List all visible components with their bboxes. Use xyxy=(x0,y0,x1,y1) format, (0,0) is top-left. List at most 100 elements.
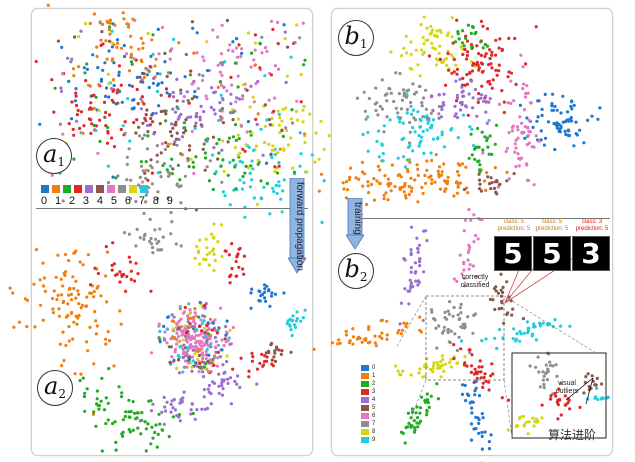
scatter-point xyxy=(150,182,154,186)
scatter-point xyxy=(114,440,118,444)
scatter-point xyxy=(541,370,545,374)
scatter-point xyxy=(147,85,151,90)
scatter-point xyxy=(188,316,192,320)
scatter-point xyxy=(181,352,186,356)
scatter-point xyxy=(437,93,441,97)
scatter-point xyxy=(183,305,187,310)
scatter-point xyxy=(125,22,129,26)
scatter-point xyxy=(199,366,203,370)
scatter-point xyxy=(549,363,553,368)
scatter-point xyxy=(469,31,473,35)
scatter-point xyxy=(67,79,71,83)
scatter-point xyxy=(531,125,535,129)
scatter-point xyxy=(299,100,303,104)
scatter-point xyxy=(212,90,216,95)
scatter-point xyxy=(461,52,465,57)
scatter-point xyxy=(285,322,289,326)
scatter-point xyxy=(427,175,431,179)
scatter-point xyxy=(278,147,282,151)
scatter-point xyxy=(473,389,477,393)
scatter-point xyxy=(150,246,155,250)
scatter-point xyxy=(12,325,16,329)
scatter-point xyxy=(554,394,558,398)
scatter-point xyxy=(228,342,232,346)
scatter-point xyxy=(185,365,189,369)
scatter-point xyxy=(234,138,238,142)
scatter-point xyxy=(202,110,206,114)
scatter-point xyxy=(474,233,478,238)
scatter-point xyxy=(415,236,419,240)
scatter-point xyxy=(202,365,206,369)
scatter-point xyxy=(344,333,349,337)
scatter-point xyxy=(425,168,429,172)
scatter-point xyxy=(409,176,413,180)
scatter-point xyxy=(443,316,447,320)
scatter-point xyxy=(125,52,129,56)
scatter-point xyxy=(64,343,68,347)
scatter-point xyxy=(536,99,540,103)
scatter-point xyxy=(487,182,492,186)
scatter-point xyxy=(179,184,183,188)
scatter-point xyxy=(241,83,246,87)
scatter-point xyxy=(97,83,101,87)
scatter-point xyxy=(107,49,111,53)
scatter-point xyxy=(50,173,54,177)
scatter-point xyxy=(142,237,146,241)
scatter-point xyxy=(172,336,177,340)
scatter-point xyxy=(302,63,306,67)
scatter-point xyxy=(574,120,578,124)
scatter-point xyxy=(407,302,411,306)
scatter-point xyxy=(219,164,223,168)
scatter-point xyxy=(187,302,191,306)
scatter-point xyxy=(137,134,142,138)
scatter-point xyxy=(217,137,221,142)
scatter-point xyxy=(67,325,71,329)
scatter-point xyxy=(89,131,93,135)
scatter-point xyxy=(344,196,348,200)
scatter-point xyxy=(88,106,92,110)
scatter-point xyxy=(105,250,110,254)
scatter-point xyxy=(95,324,99,328)
scatter-point xyxy=(110,136,114,140)
scatter-point xyxy=(226,377,230,381)
scatter-point xyxy=(220,254,224,259)
scatter-point xyxy=(88,325,92,329)
scatter-point xyxy=(91,412,96,416)
scatter-point xyxy=(414,411,418,415)
scatter-point xyxy=(197,324,202,329)
scatter-point xyxy=(209,402,213,406)
scatter-point xyxy=(95,54,99,59)
scatter-point xyxy=(482,375,486,379)
scatter-point xyxy=(446,51,450,56)
scatter-point xyxy=(283,37,287,41)
scatter-point xyxy=(367,325,371,329)
scatter-point xyxy=(507,177,511,181)
scatter-point xyxy=(469,79,474,83)
scatter-point xyxy=(420,104,424,108)
scatter-point xyxy=(170,220,174,224)
scatter-point xyxy=(117,70,121,74)
scatter-point xyxy=(430,158,434,163)
scatter-point xyxy=(237,43,241,47)
scatter-point xyxy=(197,315,201,319)
scatter-point xyxy=(179,112,183,116)
scatter-point xyxy=(106,164,110,168)
scatter-point xyxy=(226,173,230,177)
scatter-point xyxy=(467,267,471,271)
scatter-point xyxy=(235,255,239,259)
scatter-point xyxy=(449,53,453,57)
scatter-point xyxy=(390,163,394,167)
scatter-point xyxy=(136,102,140,106)
scatter-point xyxy=(516,128,520,132)
scatter-point xyxy=(511,124,515,128)
scatter-point xyxy=(398,71,402,76)
scatter-point xyxy=(401,88,406,92)
scatter-point xyxy=(430,41,434,45)
scatter-a1 xyxy=(34,3,339,224)
scatter-point xyxy=(69,298,74,302)
scatter-point xyxy=(277,67,281,71)
scatter-point xyxy=(389,91,393,95)
scatter-point xyxy=(504,149,508,154)
scatter-point xyxy=(494,123,499,127)
legend-swatch-8 xyxy=(129,185,137,193)
